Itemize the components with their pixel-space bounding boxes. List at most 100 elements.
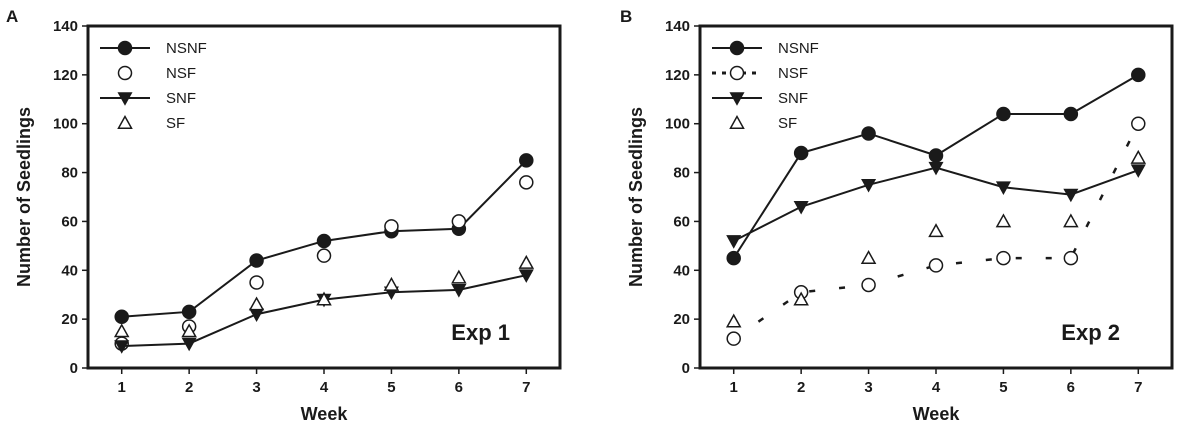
panel-b-legend-nsnf-marker: [729, 40, 745, 56]
panel-a-sf-point: [113, 323, 130, 338]
panel-b-series: [725, 67, 1147, 346]
panel-b-nsf-point: [726, 331, 741, 346]
panel-b-y-axis-title: Number of Seedlings: [626, 107, 646, 287]
panel-b-nsnf-point: [1063, 106, 1079, 122]
panel-b-nsf-point: [861, 277, 876, 293]
panel-a-x-tick-label: 2: [185, 379, 193, 396]
panel-b: B 0 20 40 60 80 100 120 140 1 2 3 4 5 6 7 NSNF NSF SNF SF…: [620, 7, 1174, 424]
panel-b-snf-point: [1130, 164, 1146, 178]
panel-b-y-tick-label: 60: [673, 213, 690, 230]
panel-a-nsf-point: [316, 248, 332, 263]
panel-a-sf-point: [383, 276, 400, 291]
panel-b-nsf-point: [928, 258, 944, 273]
panel-a-y-tick-label: 140: [53, 18, 78, 35]
panel-b-legend-sf-marker: [729, 114, 745, 129]
panel-a-legend-sf-label: SF: [166, 115, 185, 132]
panel-a-snf-point: [114, 340, 130, 354]
panel-b-legend: NSNF NSF SNF SF: [712, 40, 819, 132]
panel-b-nsf-point: [1063, 250, 1079, 266]
panel-a-x-tick-label: 3: [252, 379, 260, 396]
panel-b-sf-point: [725, 313, 742, 328]
panel-a-y-tick-label: 60: [61, 213, 78, 230]
panel-b-nsnf-point: [928, 148, 944, 163]
panel-a-y-tick-label: 20: [61, 311, 78, 328]
panel-a-x-tick-label: 4: [320, 379, 329, 396]
panel-a-nsf-point: [451, 214, 467, 229]
panel-b-snf-point: [928, 161, 944, 176]
panel-b-sf-point: [995, 213, 1012, 228]
panel-a-y-axis-title: Number of Seedlings: [14, 107, 34, 287]
panel-a-y-tick-label: 0: [70, 360, 78, 377]
panel-b-nsnf-point: [861, 126, 876, 141]
panel-a-nsnf-point: [316, 233, 332, 249]
panel-b-x-tick-label: 6: [1067, 379, 1075, 396]
panel-a-snf-point: [181, 337, 197, 352]
panel-a-legend-nsf-marker: [117, 65, 133, 81]
panel-b-x-axis-title: Week: [913, 404, 961, 424]
panel-b-y-tick-label: 100: [665, 116, 690, 133]
panel-a-legend-snf-label: SNF: [166, 90, 196, 107]
panel-a-x-tick-label: 1: [118, 379, 126, 396]
panel-a-y-tick-label: 100: [53, 116, 78, 133]
panel-b-x-tick-label: 5: [999, 379, 1007, 396]
panel-a-nsf-point: [384, 219, 399, 234]
panel-a-letter: A: [6, 7, 18, 26]
panel-a-nsnf-point: [114, 309, 129, 324]
panel-a: A 0 20 40 60 80 100 120 140 1 2 3 4 5 6 7 NSNF NSF SNF SF…: [6, 7, 562, 424]
panel-a-sf-point: [316, 291, 332, 306]
panel-b-x-tick-label: 2: [797, 379, 805, 396]
panel-b-y-tick-label: 40: [673, 262, 690, 279]
panel-a-y-tick-label: 120: [53, 67, 78, 84]
panel-a-sf-point: [451, 269, 467, 284]
panel-b-nsnf-point: [996, 106, 1011, 122]
panel-a-x-tick-label: 6: [455, 379, 463, 396]
panel-b-legend-snf-label: SNF: [778, 90, 808, 107]
panel-b-letter: B: [620, 7, 632, 26]
panel-a-sf-point: [181, 323, 197, 338]
panel-a-legend-snf-marker: [117, 92, 133, 106]
panel-a-snf-point: [249, 308, 265, 322]
panel-b-x-tick-label: 7: [1134, 379, 1142, 396]
panel-b-y-tick-label: 80: [673, 165, 690, 182]
panel-b-nsnf-point: [793, 145, 809, 161]
panel-a-nsnf-point: [519, 153, 534, 168]
panel-b-snf-point: [793, 200, 809, 215]
panel-b-sf-point: [1063, 213, 1079, 228]
panel-a-y-tick-label: 40: [61, 262, 78, 279]
panel-b-legend-snf-marker: [729, 92, 745, 106]
panel-a-snf-point: [518, 269, 534, 283]
panel-b-experiment-label: Exp 2: [1061, 320, 1120, 345]
panel-b-snf-point: [995, 181, 1011, 195]
panel-a-nsnf-point: [249, 253, 264, 268]
panel-b-legend-nsf-marker: [729, 65, 745, 81]
panel-b-x-tick-label: 1: [730, 379, 738, 396]
panel-a-legend-nsf-label: NSF: [166, 65, 196, 82]
panel-b-y-tick-label: 20: [673, 311, 690, 328]
panel-b-x-tick-label: 4: [932, 379, 941, 396]
panel-a-x-tick-label: 7: [522, 379, 530, 396]
panel-b-legend-sf-label: SF: [778, 115, 797, 132]
panel-a-nsnf-point: [181, 304, 197, 320]
panel-a-sf-point: [248, 296, 265, 311]
panel-a-x-tick-label: 5: [387, 379, 395, 396]
panel-b-sf-point: [928, 223, 944, 238]
panel-a-legend: NSNF NSF SNF SF: [100, 40, 207, 132]
panel-a-experiment-label: Exp 1: [451, 320, 510, 345]
panel-a-legend-nsnf-label: NSNF: [166, 40, 207, 57]
panel-b-sf-point: [860, 250, 877, 265]
panel-a-legend-nsnf-marker: [117, 40, 133, 56]
panel-a-legend-sf-marker: [117, 114, 133, 129]
panel-b-y-tick-label: 140: [665, 18, 690, 35]
panel-a-nsf-point: [249, 275, 264, 290]
panel-a-ticks: 0 20 40 60 80 100 120 140 1 2 3 4 5 6 7: [53, 18, 530, 396]
panel-b-y-tick-label: 120: [665, 67, 690, 84]
panel-b-nsf-point: [1131, 116, 1146, 131]
panel-b-nsnf-point: [726, 250, 741, 266]
panel-b-legend-nsf-label: NSF: [778, 65, 808, 82]
panel-a-series: [113, 153, 535, 354]
panel-b-x-tick-label: 3: [864, 379, 872, 396]
panel-b-y-tick-label: 0: [682, 360, 690, 377]
panel-b-snf-point: [861, 178, 877, 193]
panel-a-sf-point: [518, 254, 535, 269]
